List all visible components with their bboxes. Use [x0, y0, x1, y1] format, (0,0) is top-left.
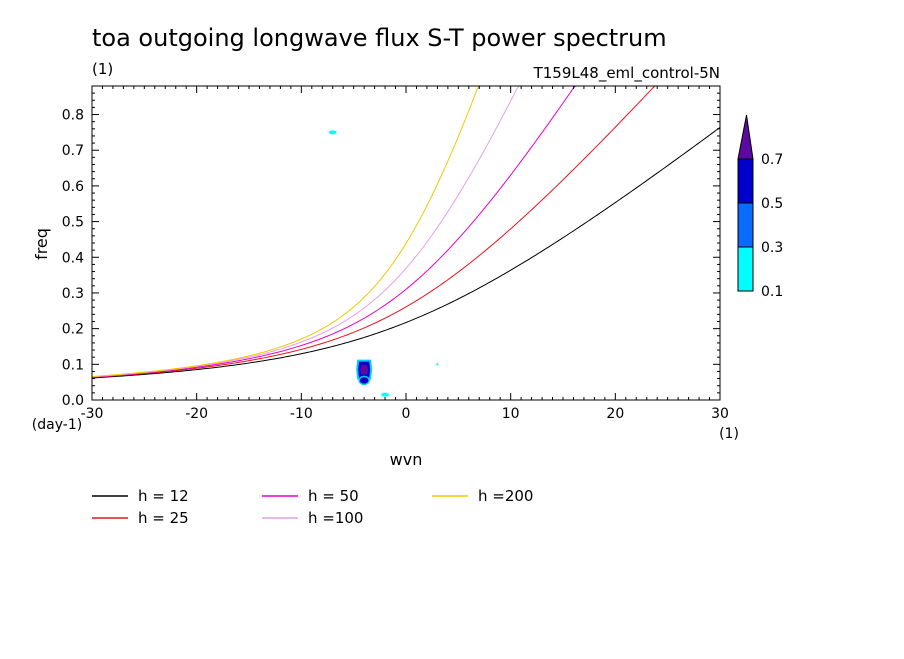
- x-axis: -30 -20 -10 0 10 20 30: [81, 86, 729, 422]
- legend-label: h = 50: [308, 487, 359, 505]
- y-axis-label: freq: [32, 228, 51, 260]
- y-tick-label: 0.5: [62, 215, 84, 231]
- x-tick-label: 20: [606, 406, 624, 422]
- legend-label: h =100: [308, 509, 363, 527]
- series-line: [91, 127, 721, 379]
- y-tick-label: 0.3: [62, 286, 84, 302]
- legend-label: h = 12: [138, 487, 189, 505]
- series-line: [91, 85, 480, 378]
- contour-blob-core: [360, 364, 369, 375]
- colorbar-label: 0.5: [761, 196, 783, 212]
- x-tick-label: -20: [185, 406, 208, 422]
- colorbar-label: 0.3: [761, 240, 783, 256]
- legend-label: h =200: [478, 487, 533, 505]
- x-tick-label: -10: [290, 406, 313, 422]
- chart-title: toa outgoing longwave flux S-T power spe…: [92, 24, 667, 52]
- series-line: [91, 85, 576, 378]
- x-tick-label: -30: [81, 406, 104, 422]
- colorbar-segment: [737, 158, 754, 204]
- dispersion-curves: [91, 85, 721, 379]
- contour-blob: [381, 392, 390, 397]
- colorbar-segment: [737, 246, 754, 292]
- colorbar-label: 0.1: [761, 284, 783, 300]
- x-tick-label: 30: [711, 406, 729, 422]
- y-tick-label: 0.8: [62, 108, 84, 124]
- y-tick-label: 0.7: [62, 143, 84, 159]
- contour-blob: [436, 363, 439, 366]
- y-tick-label: 0.4: [62, 250, 84, 266]
- colorbar: 0.1 0.3 0.5 0.7: [737, 114, 783, 300]
- legend-label: h = 25: [138, 509, 189, 527]
- legend: h = 12 h = 25 h = 50 h =100 h =200: [92, 487, 533, 527]
- chart-subtitle-left: (1): [92, 60, 113, 78]
- y-tick-label: 0.6: [62, 179, 84, 195]
- series-line: [91, 85, 656, 378]
- y-tick-label: 0.1: [62, 357, 84, 373]
- colorbar-triangle: [737, 114, 754, 160]
- series-line: [91, 85, 520, 378]
- y-tick-label: 0.0: [62, 393, 84, 409]
- contour-blobs: [328, 130, 439, 397]
- y-axis: 0.0 0.1 0.2 0.3 0.4 0.5 0.6 0.7 0.8: [62, 85, 720, 409]
- x-tick-label: 10: [502, 406, 520, 422]
- contour-blob: [328, 130, 337, 135]
- chart-subtitle-right: T159L48_eml_control-5N: [533, 64, 720, 83]
- x-axis-label: wvn: [390, 450, 423, 469]
- contour-blob: [358, 375, 370, 386]
- x-tick-label: 0: [402, 406, 411, 422]
- colorbar-segment: [737, 202, 754, 248]
- colorbar-label: 0.7: [761, 152, 783, 168]
- x-axis-unit: (1): [719, 426, 739, 442]
- y-axis-unit: (day-1): [32, 417, 82, 433]
- y-tick-label: 0.2: [62, 322, 84, 338]
